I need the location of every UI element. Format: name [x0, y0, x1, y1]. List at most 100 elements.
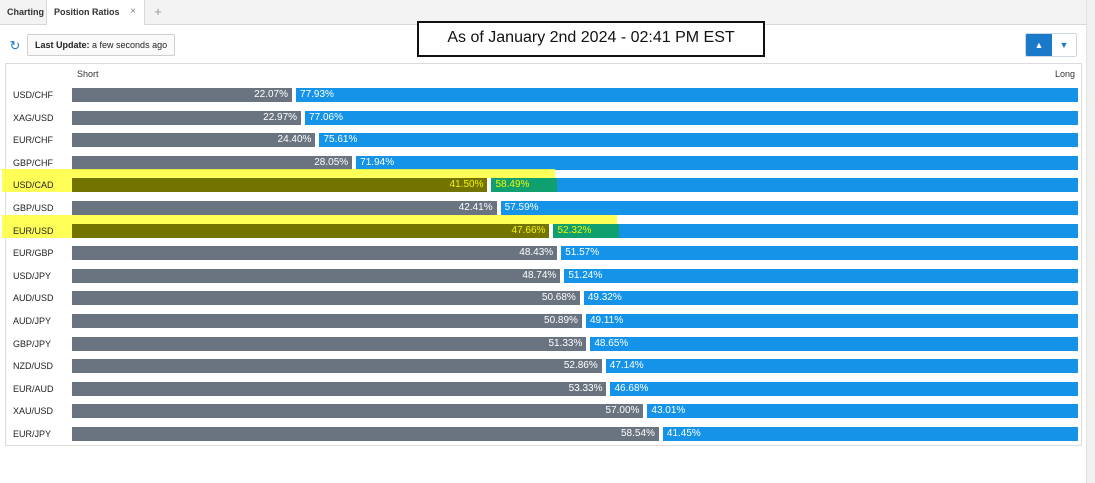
short-percent-label: 51.33% — [548, 337, 583, 349]
close-icon[interactable]: × — [130, 6, 136, 17]
highlight-long-segment — [491, 178, 558, 193]
table-row: AUD/USD 50.68% 49.32% — [6, 287, 1081, 309]
short-percent-label: 22.97% — [263, 111, 298, 123]
short-percent-label: 48.43% — [519, 247, 554, 259]
table-row: XAG/USD 22.97% 77.06% — [6, 107, 1081, 129]
symbol-label[interactable]: GBP/USD — [13, 203, 54, 213]
symbol-label[interactable]: AUD/USD — [13, 293, 54, 304]
long-percent-label: 49.11% — [589, 315, 624, 326]
tab-charting[interactable]: Charting — [0, 0, 47, 24]
ratio-bar-long: 52.86% 47.14% — [72, 359, 1078, 374]
short-header: Short — [77, 69, 99, 79]
ratio-bar-long: 50.89% 49.11% — [72, 314, 1078, 328]
ratio-bar-long: 41.50% 58.49% — [72, 178, 1078, 193]
add-tab-button[interactable]: + — [154, 4, 162, 19]
bar-divider — [560, 268, 565, 283]
ratio-bar-short — [72, 155, 355, 170]
ratio-bar-short — [72, 427, 661, 441]
sort-toggle: ▲ ▼ — [1025, 33, 1077, 57]
long-percent-label: 77.93% — [300, 89, 334, 100]
symbol-label[interactable]: GBP/CHF — [13, 157, 54, 168]
short-percent-label: 47.66% — [511, 224, 546, 236]
symbol-label[interactable]: EUR/JPY — [13, 429, 52, 439]
bar-divider — [606, 381, 611, 396]
long-percent-label: 43.01% — [651, 405, 686, 417]
ratio-bar-long: 28.05% 71.94% — [72, 155, 1078, 170]
table-row: EUR/USD 47.66% 52.32% — [2, 214, 1081, 242]
long-percent-label: 49.32% — [587, 292, 622, 304]
tab-position-ratios[interactable]: Position Ratios × — [47, 0, 145, 25]
table-row: USD/CHF 22.07% 77.93% — [6, 84, 1081, 106]
symbol-label[interactable]: EUR/GBP — [13, 248, 54, 259]
short-percent-label: 58.54% — [620, 428, 655, 439]
short-percent-label: 48.74% — [522, 269, 557, 281]
long-percent-label: 57.59% — [504, 202, 539, 213]
ratio-bar-long: 48.74% 51.24% — [72, 268, 1078, 283]
long-percent-label: 71.94% — [360, 156, 395, 168]
short-percent-label: 28.05% — [314, 156, 349, 168]
last-update-value: a few seconds ago — [92, 40, 168, 50]
long-percent-label: 51.57% — [565, 247, 600, 259]
long-percent-label: 51.24% — [568, 269, 603, 281]
ratio-bar-long: 22.07% 77.93% — [72, 88, 1078, 102]
symbol-label[interactable]: XAU/USD — [13, 406, 54, 417]
table-row: USD/CAD 41.50% 58.49% — [2, 169, 1081, 196]
ratio-bar-short — [72, 404, 646, 419]
short-percent-label: 50.68% — [541, 292, 576, 304]
ratio-bar-short — [72, 291, 582, 306]
table-row: AUD/JPY 50.89% 49.11% — [6, 310, 1081, 332]
sort-up-icon[interactable]: ▲ — [1026, 34, 1052, 56]
table-row: EUR/GBP 48.43% 51.57% — [6, 242, 1081, 264]
tab-charting-label: Charting — [7, 7, 44, 17]
table-row: EUR/CHF 24.40% 75.61% — [6, 129, 1081, 151]
ratio-bar-short — [72, 359, 604, 374]
symbol-label[interactable]: AUD/JPY — [13, 316, 52, 326]
symbol-label[interactable]: GBP/JPY — [13, 338, 52, 349]
ratio-bar-short — [72, 133, 318, 148]
tab-position-ratios-label: Position Ratios — [54, 7, 120, 17]
short-percent-label: 42.41% — [458, 202, 493, 213]
bar-divider — [586, 336, 591, 351]
ratio-bar-long: 57.00% 43.01% — [72, 404, 1078, 419]
bar-divider — [487, 178, 492, 193]
long-percent-label: 47.14% — [609, 360, 644, 372]
ratio-bar-long: 53.33% 46.68% — [72, 381, 1078, 396]
table-row: USD/JPY 48.74% 51.24% — [6, 265, 1081, 287]
symbol-label[interactable]: USD/CHF — [13, 90, 53, 100]
long-percent-label: 48.65% — [594, 337, 629, 349]
bar-divider — [496, 201, 501, 215]
bar-divider — [658, 427, 663, 441]
symbol-label[interactable]: NZD/USD — [13, 361, 53, 372]
long-percent-label: 58.49% — [495, 179, 530, 191]
bar-divider — [315, 133, 320, 148]
long-percent-label: 41.45% — [666, 428, 701, 439]
ratio-bar-long: 24.40% 75.61% — [72, 133, 1078, 148]
last-update-label: Last Update: — [35, 40, 90, 50]
ratio-bar-long: 42.41% 57.59% — [72, 201, 1078, 215]
sort-down-icon[interactable]: ▼ — [1052, 34, 1076, 56]
symbol-label[interactable]: XAG/USD — [13, 112, 54, 123]
short-percent-label: 57.00% — [605, 405, 640, 417]
bar-divider — [549, 223, 554, 238]
ratio-grid — [5, 63, 1082, 446]
symbol-label[interactable]: USD/JPY — [13, 270, 52, 281]
short-percent-label: 52.86% — [563, 360, 598, 372]
short-percent-label: 22.07% — [254, 89, 289, 100]
ratio-bar-short — [72, 110, 304, 125]
symbol-label[interactable]: EUR/AUD — [13, 383, 54, 394]
scrollbar[interactable] — [1086, 0, 1095, 483]
ratio-bar-short — [72, 381, 609, 396]
table-row: GBP/USD 42.41% 57.59% — [6, 197, 1081, 219]
symbol-label[interactable]: EUR/USD — [13, 225, 54, 236]
refresh-icon[interactable]: ↻ — [9, 38, 21, 53]
ratio-bar-short — [72, 88, 295, 102]
symbol-label[interactable]: USD/CAD — [13, 180, 54, 191]
long-percent-label: 46.68% — [614, 382, 649, 394]
short-percent-label: 50.89% — [544, 315, 578, 326]
ratio-bar-long: 48.43% 51.57% — [72, 246, 1078, 261]
table-row: EUR/AUD 53.33% 46.68% — [6, 378, 1081, 400]
ratio-bar-long: 47.66% 52.32% — [72, 223, 1078, 238]
last-update-button[interactable]: Last Update: a few seconds ago — [27, 34, 176, 56]
ratio-bar-short — [72, 336, 589, 351]
symbol-label[interactable]: EUR/CHF — [13, 135, 53, 146]
